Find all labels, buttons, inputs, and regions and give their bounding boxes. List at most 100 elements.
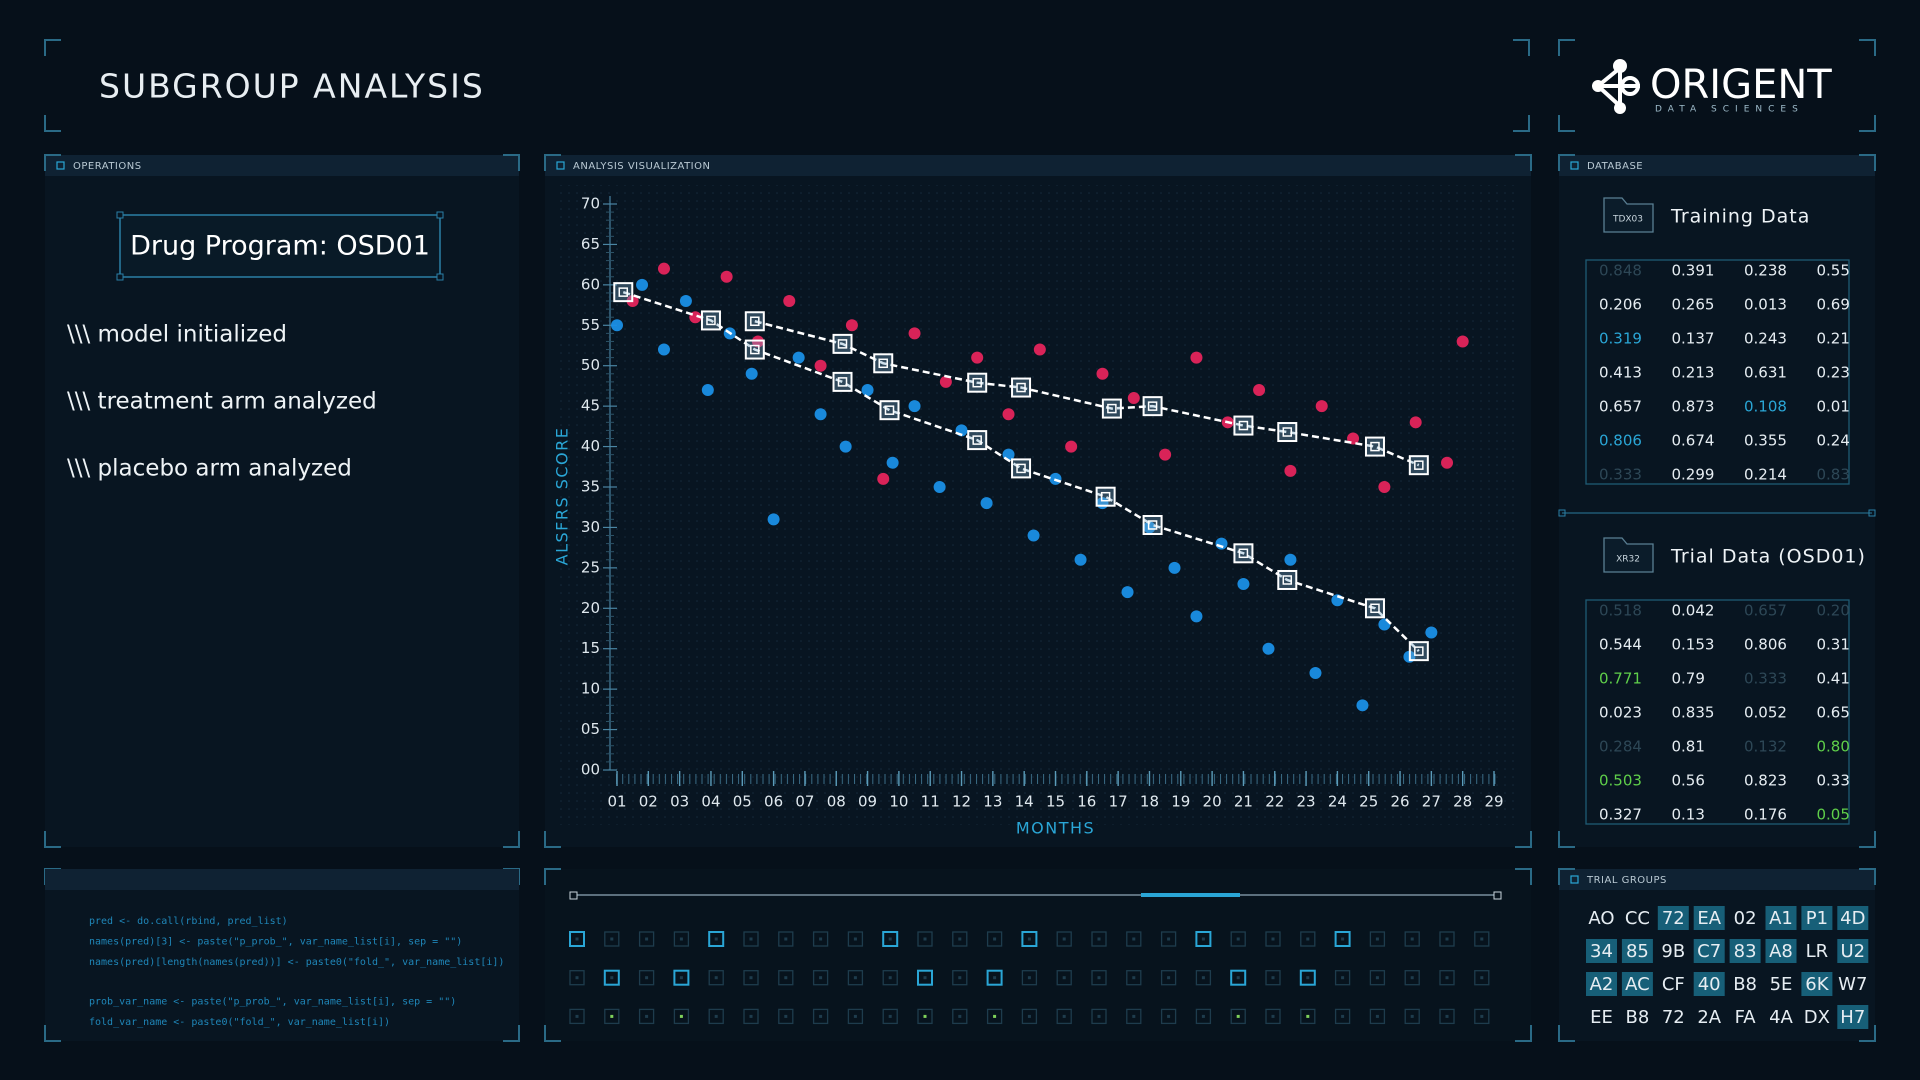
table-cell: 0.20 (1817, 602, 1850, 620)
status-cell (1369, 970, 1386, 986)
status-dot (1027, 937, 1031, 941)
table-cell: 0.042 (1672, 602, 1715, 620)
table-cell: 0.319 (1599, 330, 1642, 348)
y-tick-label: 55 (581, 316, 600, 334)
marker-outer (700, 310, 721, 331)
mean-marker (1277, 422, 1298, 443)
program-name: Drug Program: OSD01 (130, 231, 430, 262)
scatter-point (1425, 626, 1438, 639)
table-cell: 0.56 (1672, 772, 1705, 790)
status-dot (1341, 976, 1345, 980)
y-tick-label: 15 (581, 639, 600, 657)
x-axis-label: MONTHS (1016, 819, 1095, 838)
table-cell: 0.631 (1744, 364, 1787, 382)
marker-inner (1100, 491, 1111, 502)
marker-outer (1101, 398, 1122, 419)
status-cell (1230, 931, 1246, 947)
y-tick-label: 30 (581, 518, 600, 536)
status-cell (1126, 970, 1142, 986)
group-highlight (1765, 939, 1797, 963)
mean-marker (744, 339, 765, 360)
status-cell (1265, 931, 1281, 947)
status-dot (958, 1014, 962, 1018)
mean-marker (1142, 396, 1163, 417)
group-code: LR (1806, 941, 1829, 962)
status-dot (1097, 976, 1101, 980)
status-dot (993, 1014, 997, 1018)
x-tick-label: 07 (795, 793, 814, 811)
content: OPERATIONS ANALYSIS VISUALIZATION DATABASE… (44, 39, 1876, 1042)
marker-inner (837, 339, 848, 349)
group-highlight (1729, 939, 1761, 963)
corner-bracket (544, 1025, 561, 1042)
panel-header-icon (1570, 161, 1579, 170)
marker-inner (1282, 575, 1293, 585)
status-cell (1230, 969, 1247, 986)
group-code: A1 (1769, 908, 1793, 929)
group-code: B8 (1733, 974, 1757, 995)
code-line: pred <- do.call(rbind, pred_list) (89, 916, 288, 927)
separator-end (1868, 509, 1876, 517)
group-code: EE (1590, 1007, 1613, 1028)
group-highlight (1801, 906, 1833, 930)
mean-marker (1233, 415, 1254, 436)
corner-bracket (1558, 115, 1575, 132)
status-cell (917, 931, 933, 947)
status-cell (917, 969, 933, 986)
table-cell: 0.391 (1672, 262, 1715, 280)
status-cell (1230, 1008, 1246, 1025)
mean-marker (1101, 398, 1122, 419)
scatter-point (908, 400, 921, 413)
y-tick-label: 20 (581, 599, 600, 617)
table-frame (1585, 599, 1850, 825)
corner-bracket (1859, 115, 1876, 132)
table-cell: 0.806 (1744, 636, 1787, 654)
status-cell (569, 931, 585, 947)
table-title: Training Data (1670, 206, 1810, 228)
status-dot (1445, 1014, 1449, 1018)
mean-marker (1011, 377, 1032, 398)
x-tick-label: 03 (670, 793, 689, 811)
corner-bracket (544, 868, 561, 885)
group-code: 02 (1734, 908, 1757, 929)
group-code: 4A (1769, 1007, 1793, 1028)
y-tick-label: 05 (581, 720, 600, 738)
scatter-point (1262, 642, 1275, 655)
corner-bracket (1513, 115, 1530, 132)
x-tick-label: 10 (889, 793, 908, 811)
code-line: prob_var_name <- paste("p_prob_", var_na… (89, 997, 456, 1008)
status-dot (714, 1014, 718, 1018)
table-cell: 0.13 (1672, 806, 1705, 824)
status-dot (749, 1014, 753, 1018)
corner-bracket (44, 115, 61, 132)
status-dot (1027, 1014, 1031, 1018)
status-dot (1410, 937, 1414, 941)
marker-outer (1233, 543, 1254, 564)
scatter-point (1074, 553, 1087, 566)
box-handle (436, 273, 444, 281)
panel-label: TRIAL GROUPS (1586, 875, 1667, 886)
group-highlight (1693, 906, 1725, 930)
mean-marker (744, 311, 765, 332)
scatter-point (1284, 464, 1297, 477)
corner-bracket (1859, 154, 1876, 171)
panel-label: DATABASE (1587, 161, 1643, 172)
corner-bracket (1515, 154, 1532, 171)
group-code: A2 (1590, 974, 1614, 995)
marker-inner (837, 377, 848, 387)
status-cell (708, 1008, 724, 1025)
status-cell (952, 970, 968, 986)
status-dot (888, 937, 892, 941)
corner-bracket (1859, 868, 1876, 885)
marker-outer (744, 311, 765, 332)
status-dot (1341, 937, 1345, 941)
program-box (119, 214, 441, 278)
group-highlight (1693, 972, 1725, 996)
scatter-point (980, 497, 993, 510)
scatter-point (933, 481, 946, 493)
mean-marker (832, 333, 853, 354)
group-code: C7 (1697, 941, 1721, 962)
scatter-point (679, 295, 692, 308)
mean-marker (1364, 598, 1385, 619)
marker-outer (1277, 569, 1298, 590)
